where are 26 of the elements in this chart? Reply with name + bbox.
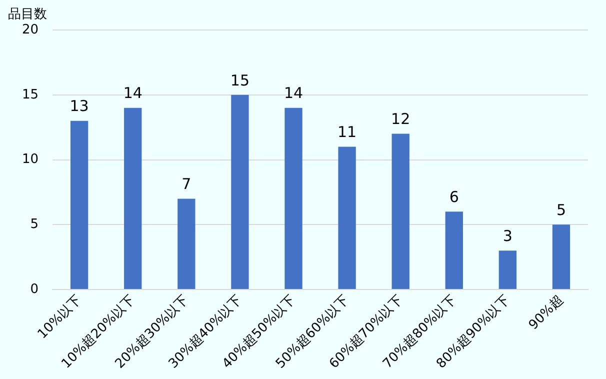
data-label: 6 xyxy=(449,188,459,206)
data-label: 7 xyxy=(182,175,192,194)
bar xyxy=(445,212,463,290)
data-label: 14 xyxy=(123,84,142,102)
y-tick-label: 0 xyxy=(30,282,39,297)
y-tick-label: 5 xyxy=(30,217,39,232)
data-label: 5 xyxy=(556,201,566,220)
bar xyxy=(498,250,517,290)
bar xyxy=(231,94,249,290)
data-label: 12 xyxy=(391,110,410,128)
y-tick-label: 20 xyxy=(22,22,39,38)
y-tick-label: 15 xyxy=(22,87,39,102)
bar xyxy=(178,198,196,290)
y-axis-title: 品目数 xyxy=(8,6,47,22)
y-tick-label: 10 xyxy=(22,152,39,168)
data-label: 13 xyxy=(70,97,89,116)
bar xyxy=(392,134,410,290)
bar xyxy=(338,146,356,290)
data-label: 3 xyxy=(502,226,512,245)
data-label: 15 xyxy=(230,71,250,90)
data-label: 11 xyxy=(337,123,357,142)
bar xyxy=(284,108,302,290)
bar xyxy=(552,224,570,290)
bar xyxy=(70,120,88,290)
data-label: 14 xyxy=(284,84,304,102)
bar xyxy=(124,108,142,290)
